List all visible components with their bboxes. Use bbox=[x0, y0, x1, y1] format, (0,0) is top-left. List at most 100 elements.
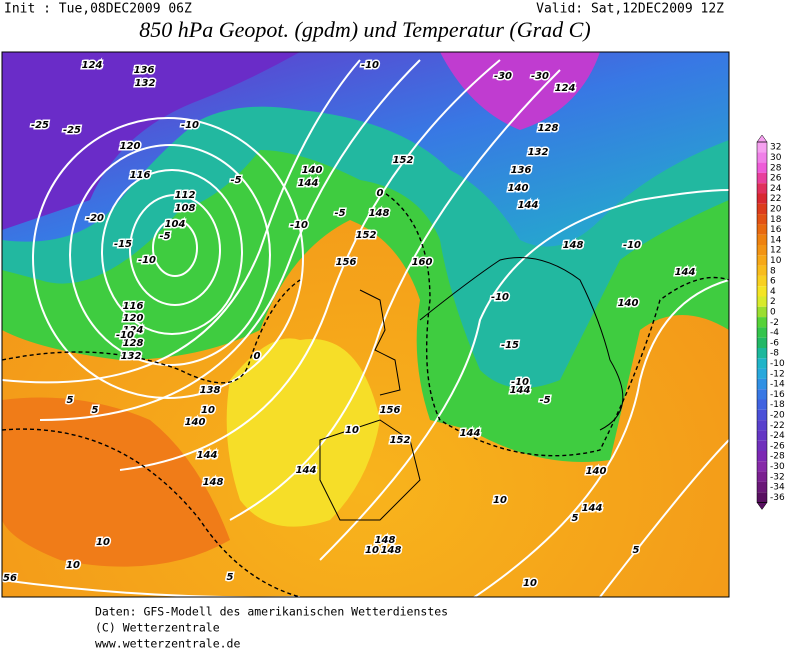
colorbar-cell bbox=[757, 471, 767, 482]
colorbar-cell bbox=[757, 142, 767, 153]
contour-label: 160 bbox=[412, 257, 433, 268]
colorbar-label: -14 bbox=[770, 380, 785, 390]
colorbar-cell bbox=[757, 245, 767, 256]
contour-label: 10 bbox=[345, 425, 359, 436]
colorbar-label: -4 bbox=[770, 328, 779, 338]
contour-label: 144 bbox=[675, 267, 696, 278]
colorbar-cell bbox=[757, 162, 767, 173]
contour-label: -25 bbox=[31, 120, 49, 131]
contour-label: -30 bbox=[494, 71, 512, 82]
contour-label: -15 bbox=[501, 340, 519, 351]
colorbar-label: 32 bbox=[770, 143, 781, 153]
colorbar-arrow-top bbox=[756, 134, 768, 143]
contour-label: 156 bbox=[380, 405, 401, 416]
colorbar-cell bbox=[757, 420, 767, 431]
contour-label: 140 bbox=[185, 417, 206, 428]
footer-line: (C) Wetterzentrale bbox=[95, 621, 220, 635]
colorbar-label: 18 bbox=[770, 215, 782, 225]
colorbar-cell bbox=[757, 348, 767, 359]
contour-label: 10 bbox=[365, 545, 379, 556]
colorbar-label: 26 bbox=[770, 174, 782, 184]
contour-label: 136 bbox=[134, 65, 155, 76]
colorbar-label: 30 bbox=[770, 153, 782, 163]
contour-label: -25 bbox=[63, 125, 81, 136]
colorbar-label: -18 bbox=[770, 400, 785, 410]
contour-label: 124 bbox=[123, 325, 144, 336]
colorbar-cell bbox=[757, 378, 767, 390]
colorbar-label: 10 bbox=[770, 256, 782, 266]
init-time: Init : Tue,08DEC2009 06Z bbox=[4, 2, 192, 17]
contour-label: 148 bbox=[369, 208, 390, 219]
contour-label: -10 bbox=[511, 377, 529, 388]
colorbar-cell bbox=[757, 286, 767, 297]
colorbar-label: 28 bbox=[770, 163, 782, 173]
colorbar-cell bbox=[757, 234, 767, 245]
colorbar-label: -6 bbox=[770, 338, 779, 348]
colorbar-cell bbox=[757, 481, 767, 493]
contour-label: 140 bbox=[586, 466, 607, 477]
colorbar-frame bbox=[756, 141, 768, 503]
colorbar-label: 22 bbox=[770, 194, 781, 204]
colorbar-cell bbox=[757, 327, 767, 338]
contour-label: 0 bbox=[377, 188, 384, 199]
contour-label: 140 bbox=[302, 165, 323, 176]
colorbar-label: 0 bbox=[770, 307, 776, 317]
valid-time: Valid: Sat,12DEC2009 12Z bbox=[536, 2, 724, 17]
contour-label: 138 bbox=[200, 385, 221, 396]
contour-label: 5 bbox=[633, 545, 640, 556]
contour-label: 132 bbox=[135, 78, 156, 89]
colorbar-cell bbox=[757, 440, 767, 451]
contour-label: -10 bbox=[181, 120, 199, 131]
contour-label: 120 bbox=[120, 141, 141, 152]
colorbar-label: 2 bbox=[770, 297, 776, 307]
colorbar-cell bbox=[757, 492, 767, 503]
contour-label: 112 bbox=[175, 190, 196, 201]
contour-label: 152 bbox=[393, 155, 414, 166]
contour-label: 144 bbox=[518, 200, 539, 211]
colorbar-cell bbox=[757, 152, 767, 163]
contour-label: -10 bbox=[138, 255, 156, 266]
contour-label: 152 bbox=[356, 230, 377, 241]
colorbar-cell bbox=[757, 214, 767, 225]
colorbar-arrow-bottom bbox=[756, 502, 768, 510]
contour-label: 0 bbox=[254, 351, 261, 362]
contour-label: 116 bbox=[123, 301, 144, 312]
contour-label: 148 bbox=[563, 240, 584, 251]
contour-label: 128 bbox=[538, 123, 559, 134]
contour-label: 104 bbox=[165, 219, 186, 230]
colorbar-cell bbox=[757, 306, 767, 318]
colorbar-label: 6 bbox=[770, 277, 776, 287]
colorbar-label: 12 bbox=[770, 246, 781, 256]
colorbar-cell bbox=[757, 224, 767, 235]
contour-label: 144 bbox=[197, 450, 218, 461]
colorbar-cell bbox=[757, 409, 767, 421]
colorbar-cell bbox=[757, 317, 767, 328]
contour-label: 144 bbox=[460, 428, 481, 439]
colorbar-label: -12 bbox=[770, 369, 785, 379]
contour-label: 10 bbox=[523, 578, 537, 589]
contour-label: 5 bbox=[92, 405, 99, 416]
colorbar-cell bbox=[757, 389, 767, 400]
contour-label: 5 bbox=[67, 395, 74, 406]
colorbar-label: 20 bbox=[770, 204, 782, 214]
contour-label: -5 bbox=[334, 208, 345, 219]
colorbar-cell bbox=[757, 430, 767, 441]
contour-label: 136 bbox=[511, 165, 532, 176]
contour-label: -10 bbox=[491, 292, 509, 303]
contour-label: 132 bbox=[528, 147, 549, 158]
contour-label: 144 bbox=[298, 178, 319, 189]
colorbar-cell bbox=[757, 358, 767, 369]
contour-label: 5 bbox=[572, 513, 579, 524]
contour-label: 56 bbox=[3, 573, 17, 584]
colorbar-label: -20 bbox=[770, 410, 785, 420]
contour-label: -20 bbox=[86, 213, 104, 224]
contour-label: 148 bbox=[203, 477, 224, 488]
contour-label: 5 bbox=[227, 572, 234, 583]
map-frame bbox=[1, 51, 730, 598]
contour-label: -5 bbox=[539, 395, 550, 406]
colorbar-label: 8 bbox=[770, 266, 776, 276]
colorbar-label: -24 bbox=[770, 431, 785, 441]
contour-label: 10 bbox=[493, 495, 507, 506]
contour-label: 124 bbox=[82, 60, 103, 71]
